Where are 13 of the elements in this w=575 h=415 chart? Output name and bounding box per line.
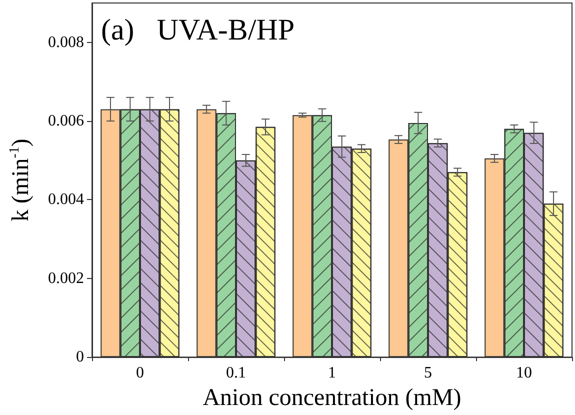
- y-tick-label: 0.008: [48, 34, 84, 51]
- y-tick-label: 0: [76, 348, 84, 366]
- x-tick-label: 10: [516, 364, 532, 382]
- chart-title: (a) UVA-B/HP: [101, 14, 295, 46]
- y-axis-title: k (min-1): [8, 138, 34, 222]
- x-tick-label: 0: [136, 364, 144, 382]
- x-tick-label: 1: [328, 364, 336, 382]
- y-tick-label: 0.006: [48, 112, 84, 130]
- y-tick-label: 0.004: [48, 191, 84, 208]
- x-tick-label: 5: [424, 364, 432, 382]
- x-tick-label: 0.1: [226, 364, 246, 382]
- x-axis-title: Anion concentration (mM): [202, 385, 462, 411]
- y-tick-label: 0.002: [48, 270, 84, 287]
